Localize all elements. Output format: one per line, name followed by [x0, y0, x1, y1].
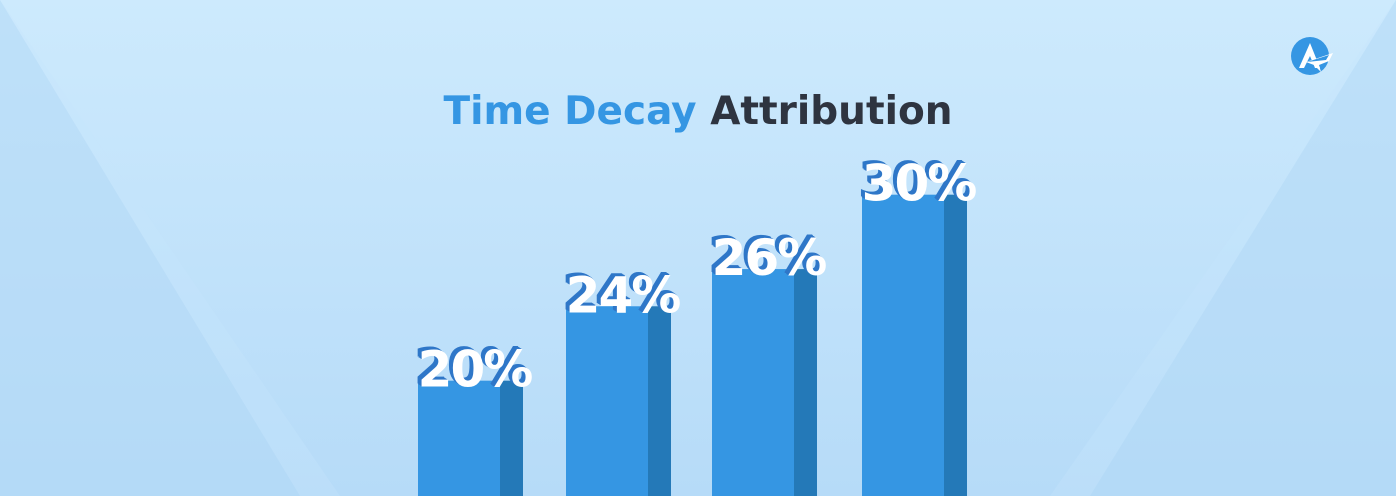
- bar-side: [794, 269, 817, 496]
- bar-label-shadow: 24%: [565, 266, 680, 324]
- bar-side: [500, 380, 523, 496]
- bar-value-label: 30%: [862, 155, 977, 213]
- bar-label-shadow: 26%: [711, 228, 826, 286]
- bar-value-label: 20%: [418, 341, 533, 399]
- bar-value-label: 24%: [566, 266, 681, 324]
- bar: [862, 194, 944, 496]
- bar-label-shadow: 30%: [859, 153, 974, 211]
- bar-label-shadow: 20%: [414, 338, 529, 396]
- page-title: Time Decay Attribution: [0, 92, 1396, 131]
- bar-side: [648, 306, 671, 496]
- bar-label-shadow: 24%: [564, 265, 679, 323]
- bar: [418, 380, 500, 496]
- bar-side: [944, 194, 967, 496]
- bar-label-shadow: 24%: [562, 263, 677, 321]
- brand-logo-icon: [1291, 37, 1333, 75]
- bar-label-shadow: 20%: [417, 340, 532, 398]
- bar-label-shadow: 30%: [858, 152, 973, 210]
- bar-label-shadow: 26%: [708, 226, 823, 284]
- bar-value-label: 26%: [712, 229, 827, 287]
- bar-label-shadow: 30%: [861, 154, 976, 212]
- bar-label-shadow: 26%: [710, 228, 825, 286]
- bar-label-shadow: 20%: [416, 339, 531, 397]
- title-rest: Attribution: [710, 89, 953, 134]
- bar-label-shadow: 24%: [562, 264, 677, 322]
- bar-label-shadow: 20%: [415, 339, 530, 397]
- bar-label-shadow: 20%: [414, 338, 529, 396]
- bar-label-shadow: 26%: [708, 227, 823, 285]
- bar-label-shadow: 26%: [709, 227, 824, 285]
- bar: [712, 269, 794, 496]
- bar: [566, 306, 648, 496]
- title-highlight: Time Decay: [443, 89, 697, 134]
- bar-label-shadow: 30%: [860, 153, 975, 211]
- bar-label-shadow: 30%: [858, 152, 973, 210]
- bar-label-shadow: 24%: [563, 264, 678, 322]
